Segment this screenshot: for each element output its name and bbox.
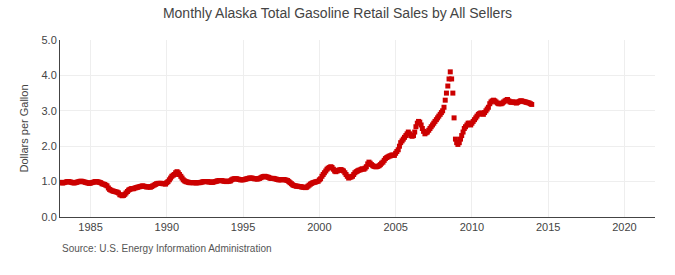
svg-text:0.0: 0.0 <box>42 211 57 223</box>
svg-text:2015: 2015 <box>536 221 560 233</box>
svg-text:2.0: 2.0 <box>42 140 57 152</box>
svg-text:Dollars per Gallon: Dollars per Gallon <box>18 84 30 172</box>
svg-text:3.0: 3.0 <box>42 105 57 117</box>
svg-text:5.0: 5.0 <box>42 34 57 46</box>
svg-text:2000: 2000 <box>307 221 331 233</box>
svg-text:Monthly Alaska Total Gasoline: Monthly Alaska Total Gasoline Retail Sal… <box>163 5 512 21</box>
svg-text:1985: 1985 <box>78 221 102 233</box>
svg-text:1990: 1990 <box>155 221 179 233</box>
svg-text:1995: 1995 <box>231 221 255 233</box>
svg-text:1.0: 1.0 <box>42 175 57 187</box>
svg-text:2010: 2010 <box>460 221 484 233</box>
svg-text:Source: U.S. Energy Informatio: Source: U.S. Energy Information Administ… <box>62 243 272 254</box>
svg-text:2020: 2020 <box>612 221 636 233</box>
svg-text:4.0: 4.0 <box>42 69 57 81</box>
svg-text:2005: 2005 <box>383 221 407 233</box>
